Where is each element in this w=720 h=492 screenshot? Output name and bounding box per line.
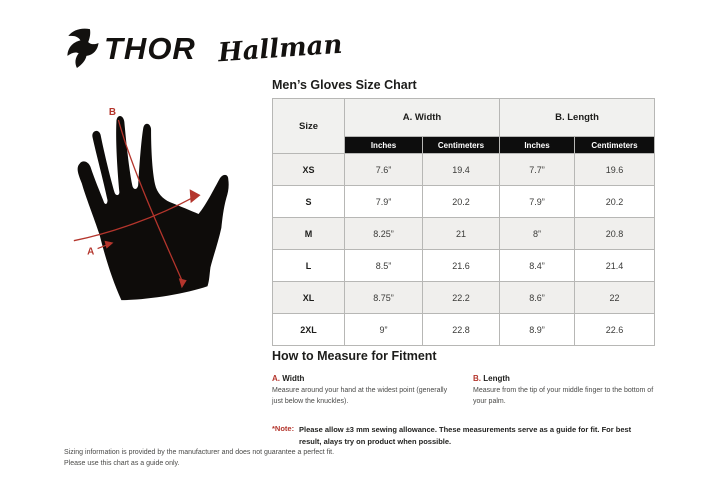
how-to-measure-heading: How to Measure for Fitment — [272, 349, 437, 363]
length-inches-cell: 8.4” — [499, 249, 575, 282]
thor-wordmark: THOR — [104, 31, 196, 66]
column-header-length-group: B. Length — [499, 98, 655, 137]
width-inches-cell: 7.9” — [344, 185, 423, 218]
measure-length-column: B. Length Measure from the tip of your m… — [473, 374, 658, 408]
note-text: Please allow ±3 mm sewing allowance. The… — [299, 424, 632, 446]
table-row: M 8.25” 21 8” 20.8 — [272, 217, 655, 250]
glove-measurement-diagram: B A — [58, 86, 256, 334]
width-centimeters-cell: 19.4 — [422, 153, 500, 186]
column-header-size: Size — [272, 98, 345, 154]
length-centimeters-cell: 20.8 — [574, 217, 655, 250]
width-measure-line — [73, 196, 194, 242]
length-inches-cell: 8.6” — [499, 281, 575, 314]
width-centimeters-cell: 21.6 — [422, 249, 500, 282]
length-centimeters-cell: 22.6 — [574, 313, 655, 346]
length-centimeters-cell: 22 — [574, 281, 655, 314]
size-cell: 2XL — [272, 313, 345, 346]
measure-length-prefix: B. — [473, 374, 481, 383]
thor-logo: THOR — [64, 26, 196, 72]
glove-silhouette — [77, 115, 229, 301]
subheader-length-centimeters: Centimeters — [574, 136, 655, 154]
sizing-note: *Note: Please allow ±3 mm sewing allowan… — [272, 424, 658, 448]
length-inches-cell: 8.9” — [499, 313, 575, 346]
measure-length-description: Measure from the tip of your middle fing… — [473, 387, 654, 405]
length-centimeters-cell: 21.4 — [574, 249, 655, 282]
measure-length-name: Length — [483, 374, 510, 383]
measure-width-description: Measure around your hand at the widest p… — [272, 387, 448, 405]
size-cell: M — [272, 217, 345, 250]
label-a-arrowhead — [104, 240, 114, 249]
table-row: 2XL 9” 22.8 8.9” 22.6 — [272, 313, 655, 346]
how-to-measure-section: How to Measure for Fitment A. Width Meas… — [272, 349, 658, 448]
column-header-width-group: A. Width — [344, 98, 500, 137]
width-centimeters-cell: 21 — [422, 217, 500, 250]
width-inches-cell: 8.5” — [344, 249, 423, 282]
measure-width-prefix: A. — [272, 374, 280, 383]
label-a: A — [87, 247, 94, 258]
size-cell: L — [272, 249, 345, 282]
width-centimeters-cell: 20.2 — [422, 185, 500, 218]
subheader-width-inches: Inches — [344, 136, 423, 154]
width-inches-cell: 8.75” — [344, 281, 423, 314]
length-inches-cell: 8” — [499, 217, 575, 250]
size-chart-title: Men’s Gloves Size Chart — [272, 78, 417, 92]
table-row: XS 7.6” 19.4 7.7” 19.6 — [272, 153, 655, 186]
length-centimeters-cell: 19.6 — [574, 153, 655, 186]
label-b: B — [109, 107, 116, 118]
hallman-wordmark: Hallman — [216, 29, 344, 69]
length-inches-cell: 7.7” — [499, 153, 575, 186]
table-row: L 8.5” 21.6 8.4” 21.4 — [272, 249, 655, 282]
measure-length-label: B. Length — [473, 374, 658, 383]
subheader-length-inches: Inches — [499, 136, 575, 154]
size-cell: XL — [272, 281, 345, 314]
length-centimeters-cell: 20.2 — [574, 185, 655, 218]
length-measure-line — [117, 119, 184, 283]
width-inches-cell: 9” — [344, 313, 423, 346]
measure-width-column: A. Width Measure around your hand at the… — [272, 374, 457, 408]
size-cell: S — [272, 185, 345, 218]
disclaimer: Sizing information is provided by the ma… — [64, 447, 334, 469]
width-arrowhead — [189, 189, 201, 204]
length-arrowhead — [178, 278, 187, 289]
table-row: XL 8.75” 22.2 8.6” 22 — [272, 281, 655, 314]
size-cell: XS — [272, 153, 345, 186]
width-centimeters-cell: 22.2 — [422, 281, 500, 314]
note-label: *Note: — [272, 423, 295, 433]
size-chart-table: Size A. Width B. Length Inches Centimete… — [272, 98, 655, 346]
width-inches-cell: 7.6” — [344, 153, 423, 186]
table-row: S 7.9” 20.2 7.9” 20.2 — [272, 185, 655, 218]
measure-width-name: Width — [282, 374, 305, 383]
brand-logos: THOR Hallman — [64, 26, 344, 72]
measure-width-label: A. Width — [272, 374, 457, 383]
thor-helmet-icon — [67, 28, 99, 68]
disclaimer-line1: Sizing information is provided by the ma… — [64, 449, 335, 456]
table-group-header-row: Size A. Width B. Length — [272, 98, 655, 154]
subheader-width-centimeters: Centimeters — [422, 136, 500, 154]
width-centimeters-cell: 22.8 — [422, 313, 500, 346]
width-inches-cell: 8.25” — [344, 217, 423, 250]
length-inches-cell: 7.9” — [499, 185, 575, 218]
disclaimer-line2: Please use this chart as a guide only. — [64, 460, 180, 468]
